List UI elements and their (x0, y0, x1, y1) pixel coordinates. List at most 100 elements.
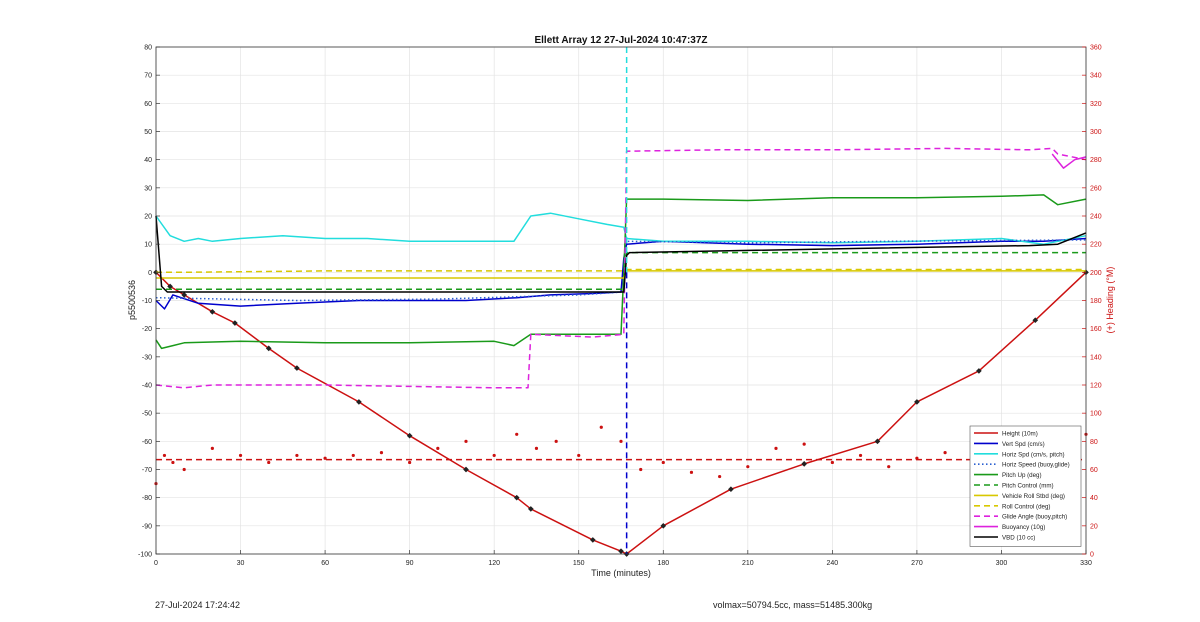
series-heading-point (887, 465, 891, 469)
legend-label: Height (10m) (1002, 431, 1038, 438)
series-height-10m-marker (914, 399, 920, 405)
series-vert-spd-cm-s (155, 237, 1087, 310)
plot-series (153, 47, 1089, 557)
y2-tick-label: 200 (1090, 270, 1102, 277)
y-tick-label: -20 (142, 326, 152, 333)
legend-label: Vert Spd (cm/s) (1002, 441, 1045, 448)
series-height-10m-marker (181, 292, 188, 298)
y-tick-label: 30 (144, 185, 152, 192)
y-tick-label: 80 (144, 45, 152, 52)
y2-tick-label: 280 (1090, 157, 1102, 164)
series-height-10m-marker (294, 365, 300, 371)
series-heading-point (718, 474, 722, 479)
series-heading-point (943, 451, 947, 455)
grid (155, 46, 1087, 555)
y-tick-label: 10 (144, 242, 152, 249)
y2-tick-label: 360 (1090, 45, 1102, 52)
legend-label: Horiz Speed (buoy,glide) (1002, 462, 1070, 469)
series-height-10m-marker (801, 461, 808, 467)
legend-label: Pitch Up (deg) (1002, 472, 1042, 479)
y-tick-label: -70 (142, 467, 152, 474)
footer-summary: volmax=50794.5cc, mass=51485.300kg (713, 600, 873, 610)
series-heading-point (639, 467, 643, 472)
y2-tick-label: 140 (1090, 354, 1102, 361)
x-tick-label: 180 (657, 560, 669, 567)
series-heading-point (830, 460, 834, 465)
series-buoyancy-10g (1051, 153, 1087, 169)
series-heading-point (492, 453, 496, 458)
y2-tick-label: 300 (1090, 129, 1102, 136)
series-height-10m-marker (513, 494, 520, 501)
y-tick-label: -100 (138, 552, 152, 559)
series-heading-point (171, 460, 175, 465)
x-tick-label: 120 (488, 560, 500, 567)
series-heading-point (238, 453, 243, 458)
y2-tick-label: 20 (1090, 523, 1098, 530)
series-heading-point (464, 439, 468, 443)
x-tick-label: 0 (154, 560, 158, 567)
series-heading-point (661, 460, 665, 465)
chart-title: Ellett Array 12 27-Jul-2024 10:47:37Z (534, 35, 707, 46)
legend-label: Buoyancy (10g) (1002, 524, 1045, 531)
series-height-10m-marker (874, 438, 881, 445)
y-tick-label: 20 (144, 214, 152, 221)
series-height-10m-marker (976, 368, 982, 374)
series-roll-control-deg (156, 268, 1086, 274)
series-heading-point (295, 453, 299, 458)
y2-tick-label: 340 (1090, 73, 1102, 80)
legend-label: Roll Control (deg) (1002, 503, 1051, 510)
series-height-10m-marker (232, 320, 238, 326)
series-heading-point (774, 446, 778, 450)
y2-tick-label: 160 (1090, 326, 1102, 333)
series-height-10m-marker (1032, 317, 1039, 324)
series-heading-point (619, 439, 623, 443)
x-axis-label: Time (minutes) (591, 568, 651, 578)
y2-tick-label: 60 (1090, 467, 1098, 474)
y-tick-label: -30 (142, 354, 152, 361)
y2-axis-label: (+) Heading (°M) (1105, 267, 1115, 334)
x-tick-label: 90 (406, 560, 414, 567)
legend-label: VBD (10 cc) (1002, 535, 1035, 542)
series-height-10m-marker (527, 506, 534, 512)
series-vbd-10-cc (155, 215, 1087, 293)
y-tick-label: -10 (142, 298, 152, 305)
series-heading-point (162, 453, 167, 458)
series-heading-point (182, 467, 186, 472)
series-heading-point (577, 453, 581, 458)
series-heading-point (515, 432, 519, 436)
y-tick-label: -90 (142, 523, 152, 530)
series-pitch-control-mm (156, 251, 1086, 290)
series-heading-point (408, 460, 412, 465)
legend: Height (10m) Vert Spd (cm/s) Horiz Spd (cm… (969, 425, 1082, 547)
series-heading-point (323, 456, 327, 460)
series-heading-point (599, 425, 603, 429)
series-height-10m-marker (728, 486, 734, 493)
legend-label: Horiz Spd (cm/s, pitch) (1002, 451, 1065, 458)
x-tick-label: 30 (237, 560, 245, 567)
y-axis-label: p5500536 (127, 280, 137, 320)
series-heading-point (210, 446, 214, 450)
series-vehicle-roll-stbd-deg (156, 270, 1086, 279)
series-heading-point (689, 470, 694, 474)
series-height-10m-marker (265, 345, 272, 352)
y-tick-label: 40 (144, 157, 152, 164)
series-heading-point (351, 453, 355, 458)
series-heading-point (746, 465, 750, 469)
x-tick-label: 150 (573, 560, 585, 567)
y-tick-label: 0 (148, 270, 152, 277)
y2-tick-label: 120 (1090, 383, 1102, 390)
y2-tick-label: 260 (1090, 185, 1102, 192)
series-heading-point (267, 460, 271, 465)
y2-tick-label: 240 (1090, 214, 1102, 221)
legend-label: Pitch Control (mm) (1002, 483, 1054, 490)
y-tick-label: 70 (144, 73, 152, 80)
series-height-10m-marker (463, 466, 469, 473)
x-tick-label: 60 (321, 560, 329, 567)
footer-timestamp: 27-Jul-2024 17:24:42 (155, 600, 241, 610)
y2-tick-label: 220 (1090, 242, 1102, 249)
x-tick-label: 300 (996, 560, 1008, 567)
series-pitch-up-deg (155, 194, 1087, 350)
y2-tick-label: 100 (1090, 411, 1102, 418)
series-height-10m-marker (209, 308, 216, 315)
